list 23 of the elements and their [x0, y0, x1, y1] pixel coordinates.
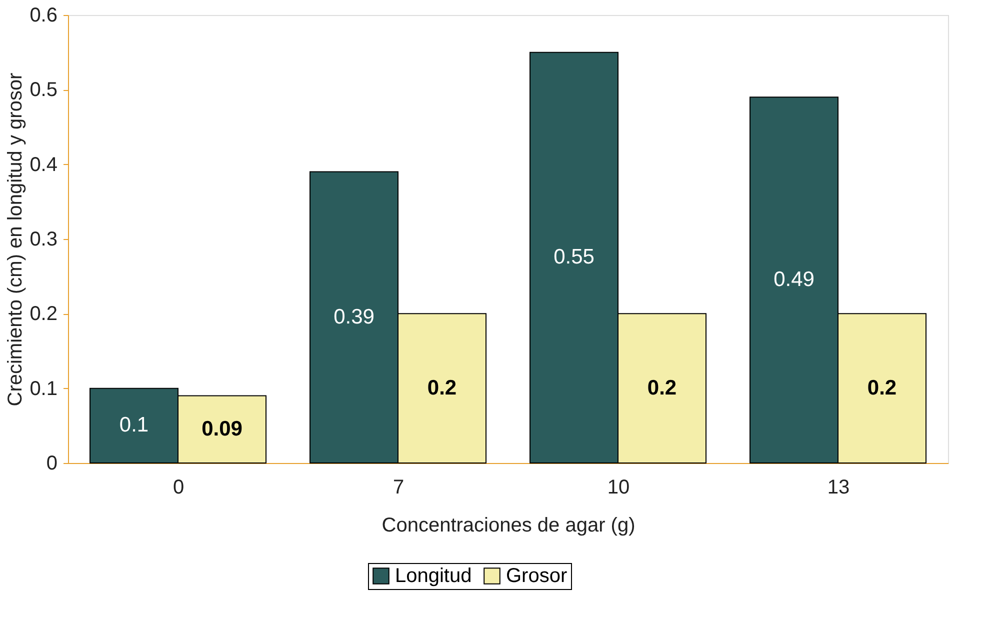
data-label: 0.2 [427, 376, 457, 400]
x-tick-label: 0 [172, 476, 184, 498]
y-tick-label: 0 [46, 452, 58, 474]
data-label: 0.2 [647, 376, 677, 400]
data-label: 0.39 [334, 305, 374, 328]
y-tick-label: 0.3 [30, 228, 58, 250]
legend-label: Grosor [506, 565, 568, 587]
legend-label: Longitud [395, 565, 472, 587]
data-label: 0.55 [554, 246, 594, 269]
y-tick-label: 0.1 [30, 378, 58, 400]
y-tick-label: 0.2 [30, 303, 58, 326]
y-tick-label: 0.4 [30, 154, 58, 176]
data-label: 0.2 [867, 376, 897, 400]
x-tick-label: 10 [607, 476, 630, 498]
y-tick-label: 0.6 [30, 4, 58, 26]
x-tick-label: 7 [392, 476, 404, 498]
x-tick-label: 13 [827, 476, 850, 498]
data-label: 0.09 [202, 417, 242, 440]
data-label: 0.49 [774, 268, 814, 292]
x-axis-title: Concentraciones de agar (g) [382, 514, 636, 536]
y-tick-label: 0.5 [30, 79, 58, 102]
data-label: 0.1 [119, 414, 149, 437]
y-axis-title: Crecimiento (cm) en longitud y grosor [4, 72, 27, 406]
